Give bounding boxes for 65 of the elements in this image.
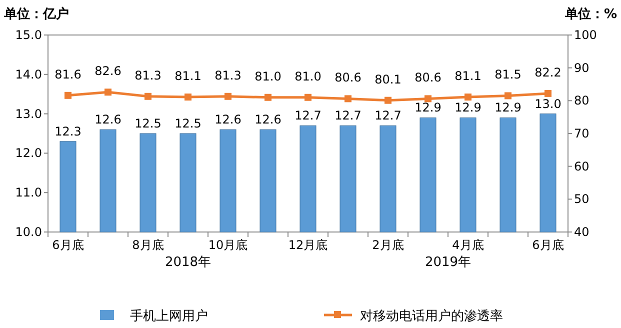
data-label: 81.0 xyxy=(254,69,282,84)
x-tick-label: 2月底 xyxy=(372,238,404,252)
y2-tick-label: 100 xyxy=(574,28,597,42)
x-tick-label: 6月底 xyxy=(532,238,564,252)
x-tick-label: 12月底 xyxy=(288,238,328,252)
y2-tick-label: 40 xyxy=(574,225,590,239)
point xyxy=(544,90,552,97)
data-label: 12.6 xyxy=(214,112,242,127)
data-label: 82.2 xyxy=(534,65,562,80)
point xyxy=(144,92,152,100)
data-label: 12.7 xyxy=(374,108,402,123)
x-tick-label: 4月底 xyxy=(452,238,484,252)
data-label: 12.3 xyxy=(54,124,82,138)
data-label: 12.7 xyxy=(334,108,362,123)
data-label: 81.1 xyxy=(454,69,482,84)
data-label: 12.7 xyxy=(294,108,322,123)
data-label: 12.6 xyxy=(254,112,282,127)
legend-label: 手机上网用户 xyxy=(130,309,208,324)
data-label: 80.6 xyxy=(414,70,442,85)
data-label: 81.3 xyxy=(214,68,242,82)
point xyxy=(264,94,272,101)
point xyxy=(304,94,312,101)
data-label: 81.5 xyxy=(494,68,522,82)
y-axis-title: 单位：亿户 xyxy=(3,6,69,22)
data-label: 12.9 xyxy=(494,100,522,115)
point xyxy=(64,92,72,99)
point xyxy=(504,92,512,100)
y-tick-label: 11.0 xyxy=(15,186,42,200)
x-tick-label: 6月底 xyxy=(52,238,84,252)
point xyxy=(184,94,192,101)
y2-tick-label: 80 xyxy=(574,94,590,108)
point xyxy=(384,96,392,104)
point xyxy=(424,95,432,102)
legend-label: 对移动电话用户的渗透率 xyxy=(360,308,503,324)
y2-tick-label: 50 xyxy=(574,192,590,206)
data-label: 13.0 xyxy=(534,96,562,111)
data-label: 12.9 xyxy=(414,100,442,115)
text: 2018年 xyxy=(164,255,212,270)
data-label: 81.1 xyxy=(174,69,202,84)
data-label: 12.5 xyxy=(174,116,202,130)
y2-axis-title: 单位：% xyxy=(564,6,617,22)
y2-tick-label: 60 xyxy=(574,159,590,174)
y-tick-label: 15.0 xyxy=(15,28,42,42)
text: 2019年 xyxy=(424,255,472,270)
point xyxy=(464,94,472,101)
point xyxy=(344,95,352,102)
data-label: 81.0 xyxy=(294,69,322,84)
data-label: 82.6 xyxy=(94,64,122,78)
y-tick-label: 10.0 xyxy=(15,225,42,239)
data-label: 80.6 xyxy=(334,70,362,85)
x-tick-label: 8月底 xyxy=(132,238,164,252)
point xyxy=(224,92,232,100)
data-label: 12.9 xyxy=(454,100,482,115)
y-tick-label: 14.0 xyxy=(15,67,42,82)
data-label: 80.1 xyxy=(374,72,402,86)
x-tick-label: 10月底 xyxy=(208,238,248,252)
data-label: 81.6 xyxy=(54,67,82,82)
data-label: 81.3 xyxy=(134,68,162,82)
y2-tick-label: 90 xyxy=(574,60,590,75)
y2-tick-label: 70 xyxy=(574,126,590,140)
data-label: 12.6 xyxy=(94,112,122,127)
data-label: 12.5 xyxy=(134,116,162,130)
point xyxy=(104,88,112,96)
y-tick-label: 12.0 xyxy=(15,146,42,160)
y-tick-label: 13.0 xyxy=(15,106,42,121)
